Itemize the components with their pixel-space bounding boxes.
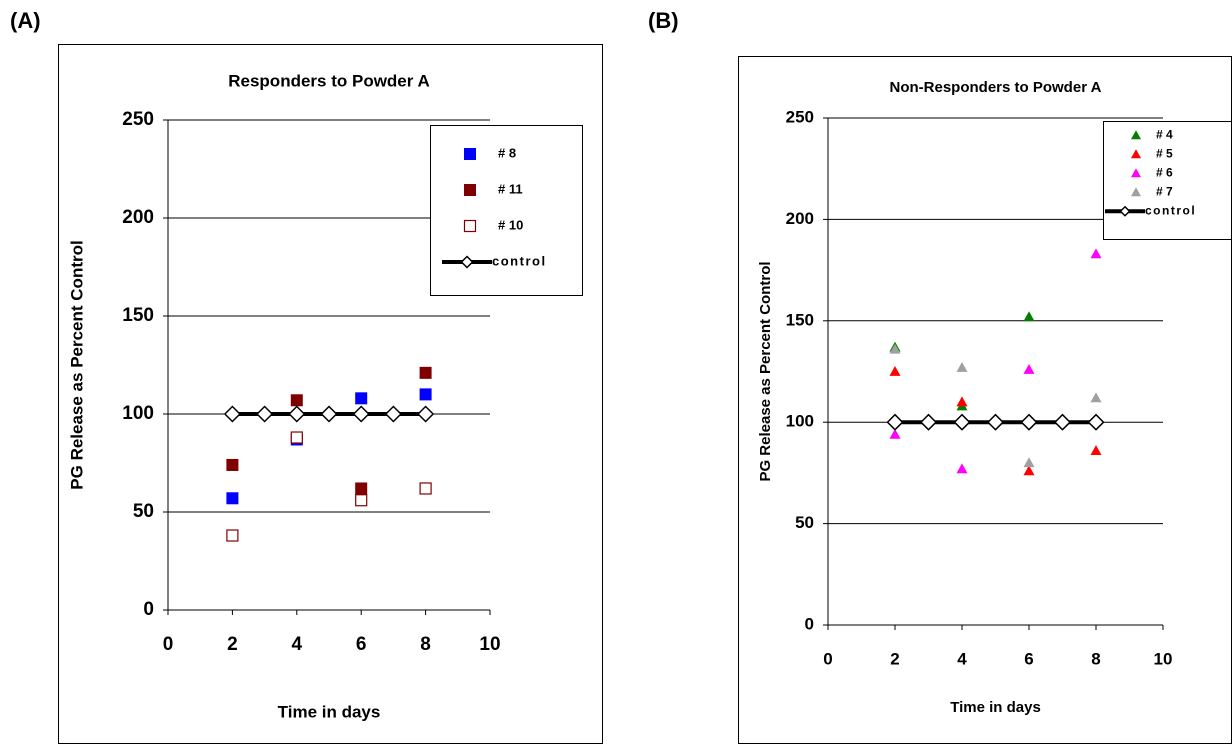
marker <box>953 413 971 431</box>
x-tick-label: 2 <box>227 634 238 655</box>
x-tick-label: 0 <box>163 634 174 655</box>
x-tick-label: 2 <box>890 649 899 668</box>
marker <box>956 361 968 372</box>
marker <box>226 458 239 471</box>
marker <box>419 388 432 401</box>
y-tick-label: 200 <box>122 207 154 228</box>
marker <box>464 184 476 196</box>
x-tick-label: 10 <box>1154 649 1173 668</box>
legend-label: # 11 <box>498 181 523 196</box>
y-axis-label: PG Release as Percent Control <box>757 261 774 481</box>
marker <box>1087 413 1105 431</box>
marker <box>419 366 432 379</box>
y-tick-label: 50 <box>795 513 814 532</box>
marker <box>352 405 370 423</box>
x-tick-label: 8 <box>1091 649 1100 668</box>
legend-label: # 10 <box>498 217 523 232</box>
x-tick-label: 8 <box>420 634 431 655</box>
marker <box>956 463 968 474</box>
y-tick-label: 100 <box>786 412 814 431</box>
marker <box>355 494 368 507</box>
marker <box>1053 413 1072 431</box>
x-axis-label: Time in days <box>950 699 1041 716</box>
marker <box>226 492 239 505</box>
marker <box>223 405 241 423</box>
y-tick-label: 250 <box>122 109 154 130</box>
marker <box>355 392 368 405</box>
marker <box>1131 130 1141 140</box>
y-tick-label: 250 <box>786 107 814 126</box>
y-tick-label: 150 <box>122 305 154 326</box>
marker <box>1023 465 1035 476</box>
marker <box>463 219 477 233</box>
y-axis-label: PG Release as Percent Control <box>67 240 86 489</box>
marker <box>1023 457 1035 468</box>
marker <box>288 405 306 423</box>
x-tick-label: 6 <box>1024 649 1033 668</box>
x-tick-label: 4 <box>957 649 967 668</box>
marker <box>290 394 303 407</box>
marker <box>1131 149 1141 159</box>
marker <box>355 482 368 495</box>
y-tick-label: 0 <box>805 614 814 633</box>
marker <box>460 255 474 269</box>
x-axis-label: Time in days <box>278 702 381 721</box>
panel-label: (B) <box>648 8 679 33</box>
marker <box>1023 363 1035 374</box>
marker <box>889 366 901 376</box>
marker <box>956 396 968 407</box>
marker <box>986 413 1005 431</box>
marker <box>1020 413 1038 431</box>
legend-box <box>1103 121 1232 240</box>
marker <box>1090 445 1102 455</box>
x-tick-label: 10 <box>479 634 500 655</box>
marker <box>290 431 303 444</box>
legend-label: # 7 <box>1156 184 1173 198</box>
y-tick-label: 0 <box>143 599 154 620</box>
marker <box>1090 248 1102 259</box>
legend-label: control <box>1145 203 1196 217</box>
legend-label: # 8 <box>498 145 516 160</box>
chart-title: Non-Responders to Powder A <box>890 79 1102 96</box>
panel-label: (A) <box>10 8 41 33</box>
y-tick-label: 200 <box>786 209 814 228</box>
legend-box <box>430 125 583 296</box>
legend-label: # 4 <box>1156 127 1173 141</box>
marker <box>464 148 476 160</box>
marker <box>419 482 432 495</box>
legend-label: # 5 <box>1156 146 1173 160</box>
x-tick-label: 4 <box>292 634 303 655</box>
marker <box>1119 205 1131 217</box>
marker <box>1023 311 1035 322</box>
marker <box>384 405 402 423</box>
marker <box>1090 392 1102 403</box>
marker <box>889 428 901 439</box>
marker <box>889 343 901 354</box>
marker <box>919 413 938 431</box>
y-tick-label: 150 <box>786 310 814 329</box>
chart-title: Responders to Powder A <box>228 71 430 90</box>
marker <box>226 529 239 542</box>
x-tick-label: 6 <box>356 634 367 655</box>
legend-label: # 6 <box>1156 165 1173 179</box>
legend-label: control <box>492 253 547 268</box>
y-tick-label: 50 <box>133 501 154 522</box>
marker <box>320 405 338 423</box>
marker <box>417 405 435 423</box>
marker <box>1131 168 1141 178</box>
y-tick-label: 100 <box>122 403 154 424</box>
marker <box>1131 187 1141 197</box>
marker <box>256 405 274 423</box>
x-tick-label: 0 <box>823 649 832 668</box>
marker <box>886 413 904 431</box>
